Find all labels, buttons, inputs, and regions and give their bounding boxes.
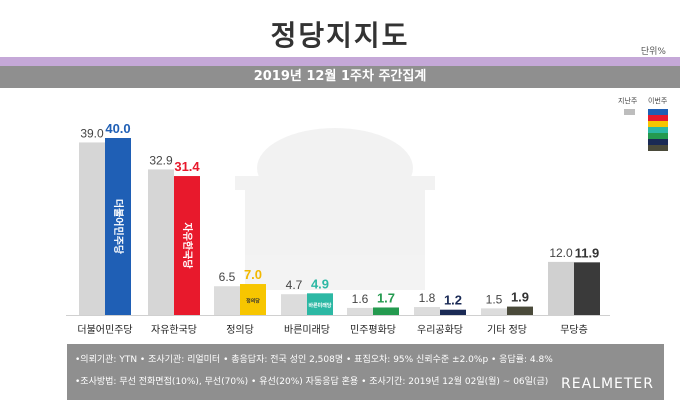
- value-label-current: 1.9: [511, 290, 529, 305]
- legend: 지난주 이번주: [618, 96, 674, 156]
- bar-current: [507, 306, 533, 315]
- value-label-current: 40.0: [105, 121, 130, 136]
- bar-current: [440, 309, 466, 315]
- legend-current-swatch: [648, 133, 668, 139]
- bar-current: [574, 262, 600, 315]
- value-label-previous: 32.9: [149, 153, 173, 167]
- party-logo: 바른미래당: [308, 302, 331, 309]
- value-label-previous: 12.0: [549, 246, 573, 260]
- legend-previous-swatch: [624, 109, 635, 115]
- value-label-current: 4.9: [311, 276, 329, 291]
- bar-previous: [347, 307, 373, 315]
- bar-current: [307, 293, 333, 315]
- legend-previous-label: 지난주: [618, 97, 638, 105]
- realmeter-logo: REALMETER: [561, 376, 654, 392]
- party-logo: 더불어민주당: [112, 199, 125, 255]
- title-divider: [0, 57, 680, 66]
- bar-current: [240, 284, 266, 315]
- bar-previous: [214, 286, 240, 315]
- value-label-current: 11.9: [575, 245, 600, 260]
- category-label: 무당층: [560, 324, 588, 336]
- value-label-previous: 39.0: [80, 126, 104, 140]
- category-label: 정의당: [226, 324, 254, 336]
- assembly-building-watermark: [235, 128, 435, 290]
- value-label-previous: 1.6: [352, 292, 369, 306]
- category-label: 더불어민주당: [77, 324, 132, 336]
- value-label-previous: 4.7: [286, 278, 303, 292]
- bar-current: [174, 176, 200, 315]
- bar-previous: [79, 142, 105, 315]
- value-label-previous: 1.8: [419, 291, 436, 305]
- bar-previous: [148, 169, 174, 315]
- category-label: 민주평화당: [350, 324, 396, 336]
- legend-current-swatch: [648, 109, 668, 115]
- legend-current-swatch: [648, 145, 668, 151]
- subtitle-bar: 2019년 12월 1주차 주간집계: [0, 66, 680, 88]
- legend-current-swatch: [648, 121, 668, 127]
- value-label-previous: 1.5: [486, 292, 503, 306]
- bar-current: [105, 138, 131, 315]
- value-label-current: 1.2: [444, 293, 462, 308]
- bar-previous: [281, 294, 307, 315]
- unit-label: 단위%: [640, 47, 666, 57]
- category-label: 자유한국당: [151, 324, 197, 336]
- chart-subtitle: 2019년 12월 1주차 주간집계: [253, 69, 427, 84]
- survey-info-footer: •의뢰기관: YTN • 조사기관: 리얼미터 • 총응답자: 전국 성인 2,…: [67, 344, 664, 400]
- category-label: 기타 정당: [487, 324, 527, 336]
- survey-info-line-1: •의뢰기관: YTN • 조사기관: 리얼미터 • 총응답자: 전국 성인 2,…: [75, 355, 553, 365]
- legend-current-swatch: [648, 115, 668, 121]
- legend-current-label: 이번주: [648, 97, 668, 105]
- survey-info-line-2: •조사방법: 무선 전화면접(10%), 무선(70%) • 유선(20%) 자…: [75, 377, 549, 387]
- value-label-previous: 6.5: [219, 270, 236, 284]
- legend-current-swatch: [648, 127, 668, 133]
- bar-previous: [481, 308, 507, 315]
- value-label-current: 31.4: [174, 159, 200, 174]
- bar-previous: [414, 307, 440, 315]
- party-logo: 정의당: [246, 298, 260, 305]
- chart-title: 정당지지도: [270, 19, 410, 52]
- bar-current: [373, 307, 399, 315]
- category-label: 우리공화당: [417, 324, 463, 336]
- value-label-current: 7.0: [244, 267, 262, 282]
- value-label-current: 1.7: [377, 290, 395, 305]
- bar-previous: [548, 261, 574, 315]
- legend-current-swatch: [648, 139, 668, 145]
- party-logo: 자유한국당: [181, 223, 194, 270]
- category-label: 바른미래당: [284, 324, 330, 336]
